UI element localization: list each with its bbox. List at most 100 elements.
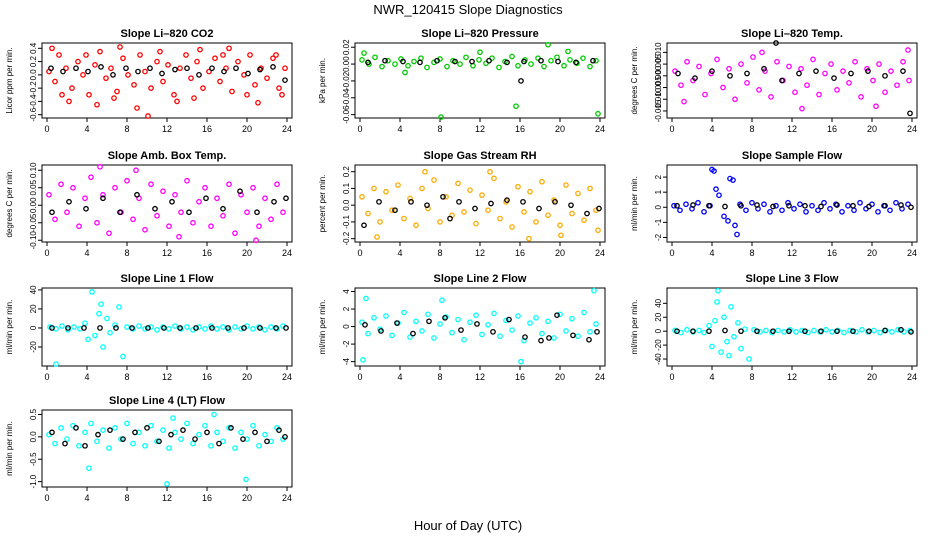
data-point bbox=[425, 205, 431, 212]
x-tick-label: 24 bbox=[595, 124, 605, 134]
data-point bbox=[875, 208, 881, 215]
data-point bbox=[142, 442, 148, 449]
y-tick-label: 0.000 bbox=[654, 65, 663, 86]
data-point bbox=[238, 429, 244, 436]
data-point bbox=[132, 429, 138, 436]
data-point bbox=[276, 85, 282, 91]
x-tick-label: 0 bbox=[669, 124, 674, 134]
x-tick-label: 8 bbox=[124, 493, 129, 503]
data-point bbox=[176, 233, 182, 240]
y-axis-label: percent per min. bbox=[318, 175, 327, 233]
data-point bbox=[232, 324, 238, 330]
data-point bbox=[674, 328, 680, 335]
data-point bbox=[779, 207, 785, 214]
data-point bbox=[145, 325, 151, 331]
data-point bbox=[264, 438, 270, 445]
y-tick-label: 40 bbox=[654, 298, 663, 307]
data-point bbox=[363, 295, 369, 302]
data-point bbox=[882, 202, 888, 209]
data-point bbox=[527, 320, 533, 326]
data-point bbox=[107, 329, 113, 336]
data-point bbox=[528, 61, 534, 67]
y-axis-label: degrees C per min. bbox=[5, 169, 14, 237]
data-point bbox=[382, 57, 388, 64]
data-point bbox=[96, 310, 102, 317]
data-point bbox=[850, 202, 856, 209]
data-point bbox=[360, 357, 366, 363]
data-point bbox=[684, 326, 690, 333]
y-tick-label: 0.00 bbox=[342, 56, 351, 72]
data-point bbox=[746, 356, 752, 362]
data-point bbox=[437, 321, 443, 327]
data-point bbox=[815, 207, 821, 214]
data-point bbox=[206, 68, 212, 75]
data-point bbox=[770, 328, 776, 335]
data-point bbox=[569, 210, 575, 217]
data-point bbox=[184, 420, 190, 427]
data-point bbox=[781, 329, 787, 335]
y-tick-label: 0.010 bbox=[654, 42, 663, 63]
x-tick-label: 12 bbox=[475, 124, 485, 134]
data-point bbox=[823, 326, 829, 333]
data-point bbox=[734, 231, 740, 238]
data-point bbox=[581, 217, 587, 224]
x-tick-label: 24 bbox=[282, 248, 292, 258]
data-point bbox=[374, 234, 380, 240]
x-tick-label: 8 bbox=[749, 124, 754, 134]
data-point bbox=[377, 219, 383, 225]
data-point bbox=[371, 185, 377, 192]
data-point bbox=[905, 201, 911, 208]
data-point bbox=[170, 415, 176, 421]
data-point bbox=[447, 215, 453, 222]
data-point bbox=[569, 315, 575, 322]
x-tick-label: 0 bbox=[669, 248, 674, 258]
data-point bbox=[473, 220, 479, 227]
plot-frame bbox=[666, 287, 918, 367]
data-point bbox=[180, 427, 186, 433]
y-tick-label: 0.10 bbox=[29, 162, 38, 178]
data-point bbox=[129, 325, 135, 331]
data-point bbox=[65, 327, 71, 333]
data-point bbox=[575, 190, 581, 197]
data-point bbox=[581, 309, 587, 316]
data-point bbox=[402, 69, 408, 76]
data-point bbox=[85, 336, 91, 343]
data-point bbox=[63, 65, 69, 72]
data-point bbox=[497, 333, 503, 340]
data-point bbox=[518, 78, 524, 84]
x-tick-label: 20 bbox=[555, 248, 565, 258]
data-point bbox=[536, 205, 542, 212]
data-point bbox=[786, 202, 792, 209]
data-point bbox=[587, 328, 593, 335]
data-point bbox=[123, 65, 129, 72]
data-point bbox=[81, 325, 87, 331]
x-tick-label: 0 bbox=[44, 372, 49, 382]
data-point bbox=[431, 177, 437, 183]
data-point bbox=[100, 427, 106, 433]
plot-frame bbox=[354, 287, 606, 367]
chart-panel: Slope Li–820 CO2 0 4 8 12 16 20 24 0.40.2 0.0-0.2… bbox=[5, 28, 293, 134]
x-tick-label: 12 bbox=[475, 248, 485, 258]
data-point bbox=[829, 329, 835, 335]
y-tick-label: 0.2 bbox=[342, 166, 351, 178]
data-point bbox=[250, 184, 256, 191]
data-point bbox=[873, 103, 879, 110]
data-point bbox=[419, 328, 425, 334]
data-point bbox=[247, 52, 253, 58]
data-point bbox=[118, 436, 124, 442]
data-point bbox=[148, 85, 154, 91]
y-tick-label: 40 bbox=[29, 285, 38, 294]
data-point bbox=[798, 65, 804, 72]
y-tick-label: 0.4 bbox=[29, 42, 38, 54]
data-point bbox=[220, 52, 226, 58]
data-point bbox=[859, 326, 865, 333]
data-point bbox=[725, 218, 731, 224]
data-point bbox=[365, 210, 371, 217]
data-point bbox=[568, 202, 574, 209]
data-point bbox=[763, 327, 769, 334]
data-point bbox=[485, 321, 491, 328]
data-point bbox=[160, 427, 166, 433]
y-tick-label: -0.06 bbox=[342, 105, 351, 124]
chart-title: Slope Line 4 (LT) Flow bbox=[109, 395, 225, 407]
